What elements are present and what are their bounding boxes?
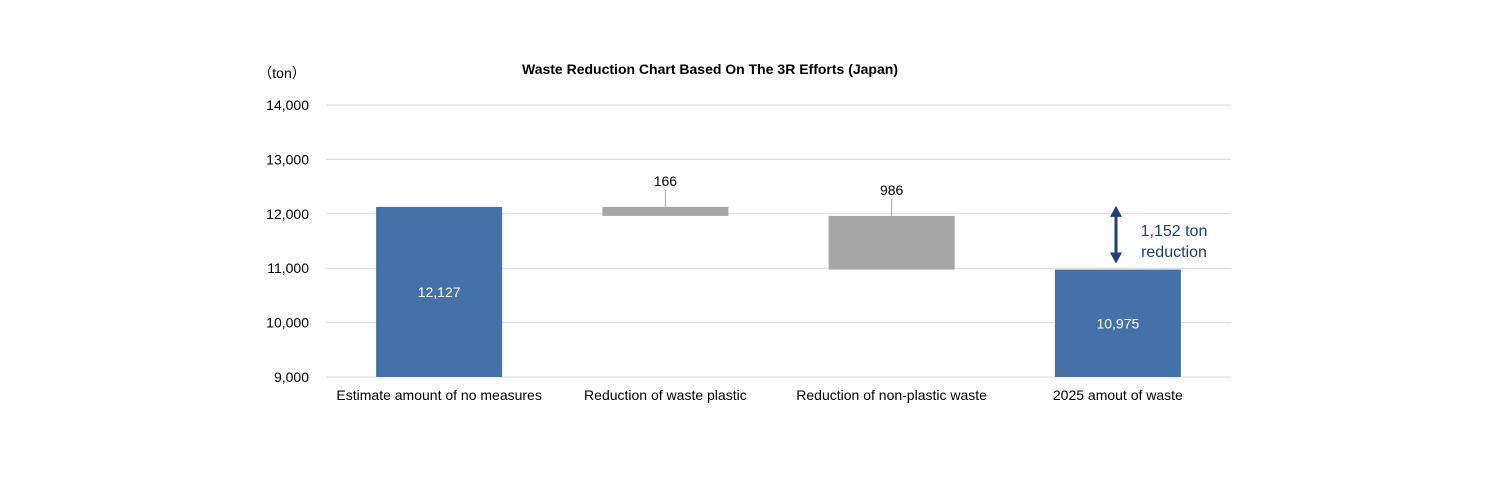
- bar-reduction: [828, 215, 955, 270]
- y-tick-label: 9,000: [274, 369, 309, 385]
- bars: [376, 206, 1181, 377]
- y-tick-label: 14,000: [266, 97, 309, 113]
- x-category-label: Reduction of non-plastic waste: [796, 387, 987, 403]
- y-tick-label: 10,000: [266, 315, 309, 331]
- y-axis-unit-label: （ton）: [258, 65, 305, 81]
- x-category-label: Reduction of waste plastic: [584, 387, 747, 403]
- x-category-label: Estimate amount of no measures: [336, 387, 541, 403]
- bar-value-label: 986: [880, 182, 904, 198]
- bar-value-label: 12,127: [418, 284, 461, 300]
- chart-title: Waste Reduction Chart Based On The 3R Ef…: [522, 61, 898, 77]
- y-tick-label: 11,000: [267, 260, 309, 276]
- arrow-up-icon: [1110, 205, 1122, 217]
- bar-reduction: [602, 206, 729, 216]
- bar-total: [376, 206, 503, 377]
- annotation-text: reduction: [1141, 244, 1207, 261]
- reduction-annotation: 1,152 ton reduction: [1110, 205, 1208, 264]
- x-axis-ticks: Estimate amount of no measures Reduction …: [336, 387, 1183, 403]
- bar-value-label: 166: [654, 173, 678, 189]
- annotation-text: 1,152 ton: [1141, 223, 1208, 240]
- bar-value-label: 10,975: [1096, 315, 1139, 331]
- y-tick-label: 12,000: [266, 206, 309, 222]
- x-category-label: 2025 amout of waste: [1053, 387, 1183, 403]
- bar-total: [1054, 269, 1181, 377]
- y-tick-label: 13,000: [266, 151, 309, 167]
- y-axis-ticks: 9,000 10,000 11,000 12,000 13,000 14,000: [266, 97, 309, 385]
- data-labels: 12,127 166 986 10,975: [418, 173, 1140, 331]
- arrow-down-icon: [1110, 252, 1122, 264]
